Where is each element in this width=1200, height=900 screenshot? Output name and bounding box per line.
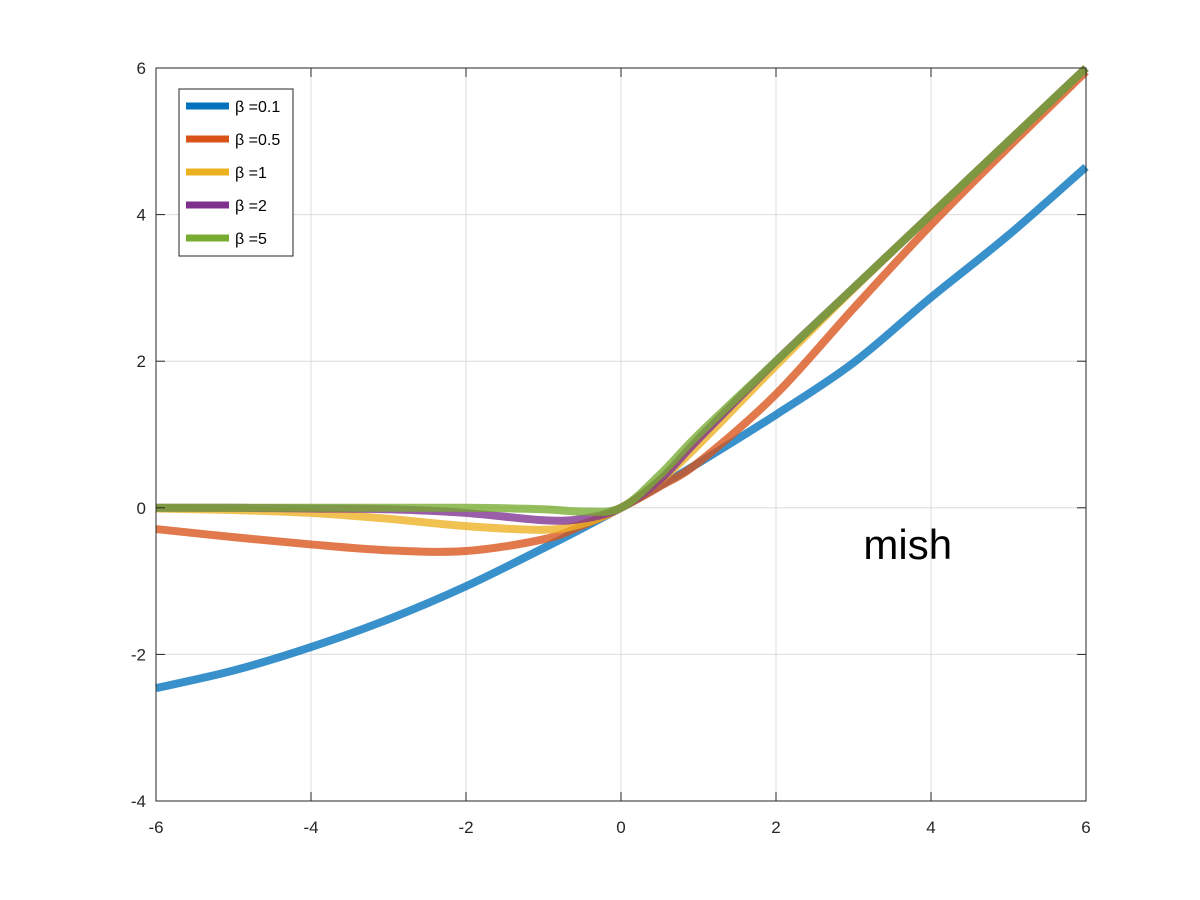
grid-lines <box>156 68 1086 801</box>
y-tick-label: -2 <box>131 645 146 664</box>
y-tick-label: 2 <box>137 352 146 371</box>
x-tick-label: 2 <box>771 818 780 837</box>
x-tick-label: 6 <box>1081 818 1090 837</box>
x-tick-label: -2 <box>458 818 473 837</box>
y-tick-label: 0 <box>137 499 146 518</box>
x-tick-label: 4 <box>926 818 935 837</box>
legend-label: β =5 <box>235 231 267 248</box>
legend: β =0.1 β =0.5 β =1 β =2 β =5 <box>178 88 294 257</box>
series-lines <box>155 65 1089 693</box>
legend-label: β =0.1 <box>235 99 280 116</box>
series-line-5 <box>156 65 1089 516</box>
y-tick-label: -4 <box>131 792 146 811</box>
y-tick-label: 4 <box>137 206 146 225</box>
x-tick-label: -6 <box>148 818 163 837</box>
x-tick-label: 0 <box>616 818 625 837</box>
legend-label: β =0.5 <box>235 132 280 149</box>
legend-label: β =1 <box>235 165 267 182</box>
y-tick-label: 6 <box>137 59 146 78</box>
x-tick-label: -4 <box>303 818 318 837</box>
legend-label: β =2 <box>235 198 267 215</box>
mish-annotation: mish <box>863 521 952 568</box>
